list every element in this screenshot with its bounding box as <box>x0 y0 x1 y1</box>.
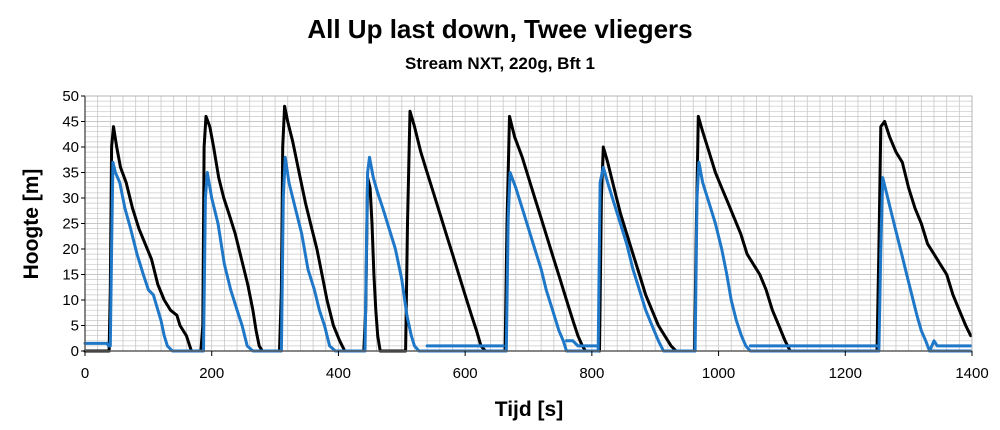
y-tick-label: 0 <box>71 343 79 360</box>
x-tick-label: 200 <box>199 365 224 382</box>
series-blue-line <box>928 339 973 353</box>
y-tick-label: 35 <box>62 165 79 182</box>
y-tick-label: 20 <box>62 241 79 258</box>
y-tick-label: 40 <box>62 139 79 156</box>
series-lines <box>83 104 973 353</box>
chart-subtitle: Stream NXT, 220g, Bft 1 <box>405 54 595 73</box>
x-tick-label: 400 <box>326 365 351 382</box>
y-tick-label: 45 <box>62 114 79 131</box>
series-blue-line <box>83 155 973 353</box>
tick-labels: 0 200 400 600 800 1000 1200 1400 0 5 10 15 20 25 30 35 4… <box>62 88 988 382</box>
series-blue-line <box>565 339 599 348</box>
x-tick-label: 1400 <box>955 365 988 382</box>
series-black-line <box>83 104 973 353</box>
y-tick-label: 30 <box>62 190 79 207</box>
y-tick-label: 5 <box>71 318 79 335</box>
y-tick-label: 10 <box>62 292 79 309</box>
y-axis-label: Hoogte [m] <box>20 169 43 280</box>
x-tick-label: 600 <box>453 365 478 382</box>
x-tick-label: 1200 <box>829 365 862 382</box>
x-tick-label: 800 <box>579 365 604 382</box>
y-tick-label: 50 <box>62 88 79 105</box>
y-tick-label: 25 <box>62 216 79 233</box>
chart-title: All Up last down, Twee vliegers <box>307 14 692 44</box>
x-tick-label: 1000 <box>702 365 735 382</box>
x-tick-label: 0 <box>81 365 89 382</box>
x-axis-label: Tijd [s] <box>495 398 563 421</box>
y-tick-label: 15 <box>62 267 79 284</box>
